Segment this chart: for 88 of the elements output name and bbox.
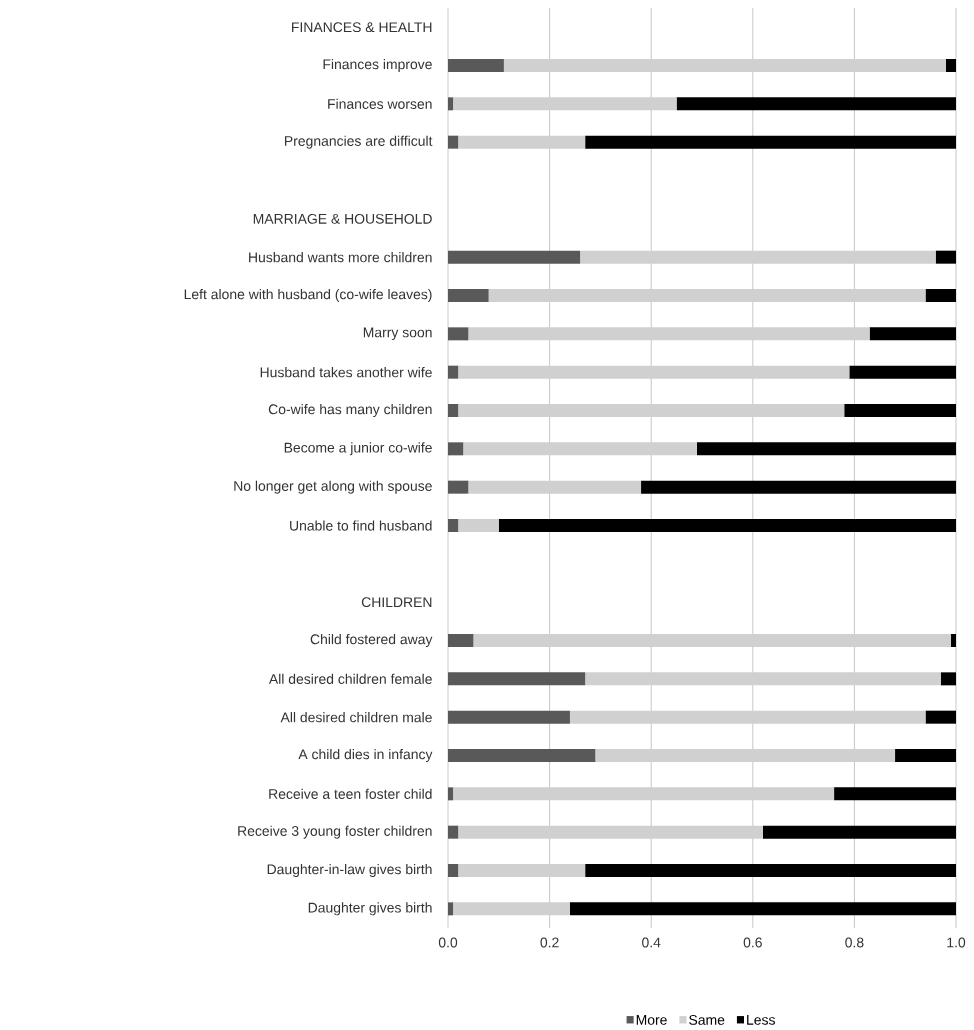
- bar: [448, 902, 454, 916]
- bar: [448, 864, 459, 878]
- y-tick-label: Receive 3 young foster children: [238, 825, 432, 839]
- y-tick-label: Daughter gives birth: [308, 902, 432, 916]
- legend-label: Less: [747, 1015, 775, 1025]
- bar: [448, 749, 596, 763]
- bar: [453, 97, 677, 111]
- bar: [448, 289, 489, 302]
- bar: [468, 327, 870, 341]
- x-tick-label: 0.0: [438, 937, 458, 948]
- bar: [585, 135, 957, 149]
- legend-label: More: [636, 1015, 667, 1025]
- y-tick-label: Co-wife has many children: [268, 404, 432, 417]
- bar: [448, 135, 459, 149]
- bar: [569, 710, 926, 724]
- bar: [925, 710, 957, 724]
- bar: [458, 864, 586, 878]
- bar: [869, 327, 957, 341]
- bar: [448, 787, 454, 801]
- y-tick-label: No longer get along with spouse: [234, 480, 432, 494]
- bar: [458, 519, 499, 533]
- y-tick-label: CHILDREN: [361, 597, 432, 608]
- x-tick-label: 0.2: [540, 937, 559, 948]
- bar: [453, 902, 570, 916]
- bar: [448, 327, 469, 341]
- y-tick-label: Child fostered away: [310, 634, 433, 647]
- bar: [448, 97, 454, 111]
- y-tick-label: Finances worsen: [328, 98, 432, 109]
- bar: [448, 480, 469, 494]
- bar: [696, 442, 957, 456]
- bar: [473, 634, 951, 648]
- bar: [453, 787, 835, 801]
- bar: [448, 404, 459, 417]
- bar: [834, 787, 957, 801]
- bar: [895, 749, 957, 763]
- y-tick-label: MARRIAGE & HOUSEHOLD: [253, 213, 432, 224]
- bar: [448, 672, 586, 686]
- bar: [448, 59, 504, 72]
- bar: [585, 864, 957, 878]
- y-tick-label: All desired children male: [280, 712, 432, 723]
- bar: [448, 442, 464, 456]
- x-tick-label: 0.4: [642, 937, 661, 948]
- bar: [498, 519, 957, 533]
- bar: [595, 749, 896, 763]
- x-tick-label: 1.0: [947, 937, 966, 948]
- bar: [940, 672, 957, 686]
- bar: [950, 634, 957, 648]
- y-tick-label: FINANCES & HEALTH: [292, 22, 432, 33]
- y-tick-label: Finances improve: [323, 59, 432, 72]
- bar: [448, 825, 459, 839]
- bar: [463, 442, 697, 456]
- bar: [468, 480, 642, 494]
- y-tick-label: A child dies in infancy: [298, 749, 433, 763]
- bar: [585, 672, 941, 686]
- y-tick-label: Marry soon: [363, 327, 432, 341]
- bar: [935, 250, 957, 264]
- y-tick-label: Become a junior co-wife: [284, 442, 432, 456]
- y-tick-label: Pregnancies are difficult: [285, 135, 433, 149]
- bar: [925, 289, 957, 302]
- y-tick-label: Receive a teen foster child: [269, 788, 432, 799]
- bar: [448, 250, 581, 264]
- bar: [448, 519, 459, 533]
- bar: [458, 404, 845, 417]
- bar: [641, 480, 957, 494]
- bar: [849, 365, 957, 379]
- bar: [458, 825, 763, 839]
- bar: [458, 365, 850, 379]
- bar: [448, 365, 459, 379]
- bar: [448, 710, 570, 724]
- bar: [458, 135, 586, 149]
- y-tick-label: All desired children female: [268, 673, 432, 684]
- y-tick-label: Husband takes another wife: [260, 367, 432, 378]
- bar: [448, 634, 474, 648]
- x-tick-label: 0.8: [845, 937, 864, 948]
- bar: [580, 250, 936, 264]
- y-tick-label: Unable to find husband: [290, 520, 432, 531]
- bar: [676, 97, 957, 111]
- y-tick-label: Husband wants more children: [249, 252, 432, 263]
- legend-label: Same: [689, 1014, 725, 1025]
- bar: [503, 59, 946, 72]
- y-tick-label: Left alone with husband (co-wife leaves): [184, 289, 432, 302]
- bar: [488, 289, 926, 302]
- y-tick-label: Daughter-in-law gives birth: [267, 864, 432, 878]
- bar: [844, 404, 957, 417]
- x-tick-label: 0.6: [743, 937, 762, 948]
- bar: [762, 825, 957, 839]
- bar: [945, 59, 957, 72]
- bar: [569, 902, 957, 916]
